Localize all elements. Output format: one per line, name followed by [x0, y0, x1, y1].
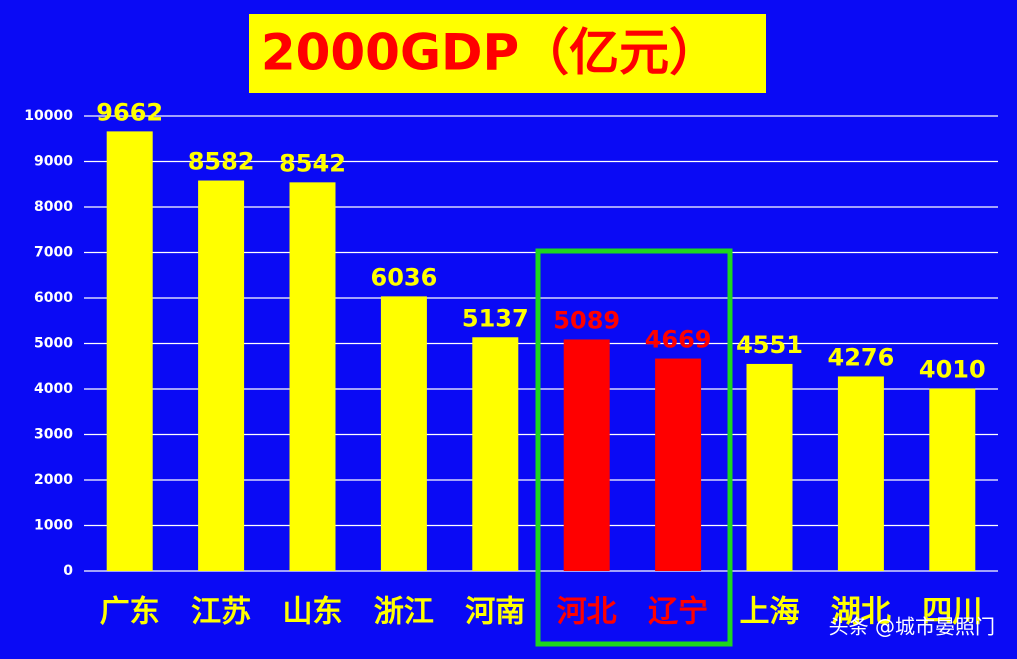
title-box — [249, 14, 766, 93]
y-tick-label: 10000 — [24, 108, 73, 124]
bar — [198, 180, 245, 572]
highlight-box — [535, 248, 733, 647]
bar — [837, 376, 884, 571]
y-tick-label: 3000 — [34, 427, 73, 443]
x-tick-label: 广东 — [100, 595, 160, 630]
value-label: 5137 — [462, 304, 529, 332]
plot: 0 1000 2000 3000 4000 5000 6000 7000 8000 9000 100… — [24, 98, 998, 630]
chart-title: 2000GDP（亿元） — [261, 24, 719, 82]
y-tick-label: 8000 — [34, 199, 73, 215]
bar — [563, 339, 610, 571]
bar — [106, 131, 153, 571]
value-label: 8542 — [279, 149, 346, 177]
bar — [746, 363, 793, 571]
x-tick-label: 江苏 — [191, 595, 251, 630]
y-tick-label: 1000 — [34, 518, 73, 534]
value-label: 4551 — [736, 331, 803, 359]
x-tick-label: 山东 — [283, 595, 343, 630]
value-label: 4276 — [828, 343, 895, 371]
bar — [655, 358, 702, 571]
value-label: 4010 — [919, 356, 986, 384]
x-tick-label: 河南 — [465, 595, 525, 630]
y-tick-label: 9000 — [34, 154, 73, 170]
x-tick-label: 四川 — [922, 595, 982, 630]
bar — [380, 296, 427, 571]
watermark: 头条 @城市晏照门 — [829, 615, 995, 639]
bar — [929, 388, 976, 571]
value-label: 6036 — [371, 263, 438, 291]
x-tick-label: 上海 — [740, 595, 800, 630]
y-tick-label: 0 — [63, 563, 73, 579]
bar — [289, 182, 336, 572]
x-tick-label: 河北 — [557, 595, 617, 630]
y-tick-label: 2000 — [34, 472, 73, 488]
value-label: 9662 — [96, 98, 163, 126]
y-tick-label: 4000 — [34, 381, 73, 397]
value-label: 5089 — [553, 306, 620, 334]
x-tick-label: 湖北 — [831, 595, 891, 630]
y-tick-label: 6000 — [34, 290, 73, 306]
y-tick-label: 5000 — [34, 336, 73, 352]
value-label: 8582 — [188, 148, 255, 176]
x-tick-label: 浙江 — [374, 595, 434, 630]
value-label: 4669 — [645, 326, 712, 354]
x-tick-label: 辽宁 — [648, 595, 708, 630]
y-tick-label: 7000 — [34, 245, 73, 261]
bar — [472, 337, 519, 571]
